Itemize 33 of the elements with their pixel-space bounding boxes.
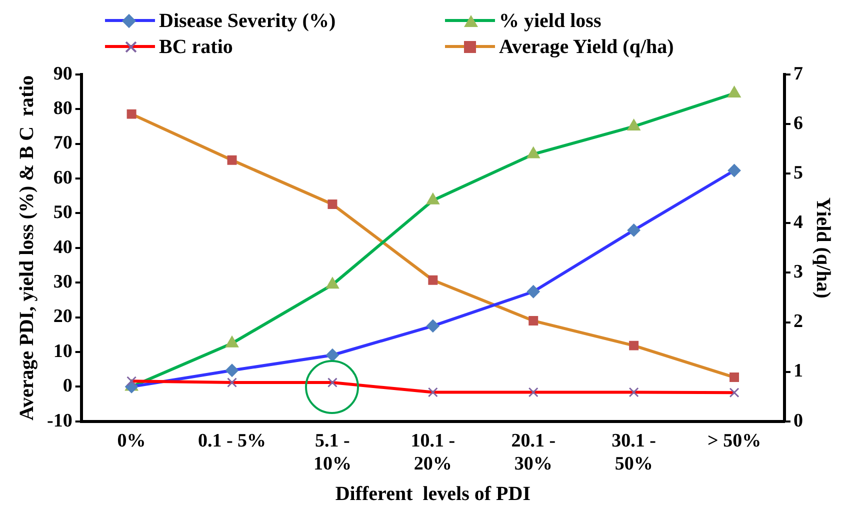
- y-axis-title: Average PDI, yield loss (%) & B C ratio: [16, 75, 38, 420]
- legend-label: Average Yield (q/ha): [499, 35, 674, 59]
- x-axis-title: Different levels of PDI: [335, 483, 531, 506]
- y-tick-label: 10: [53, 340, 72, 362]
- y2-tick-label: 4: [794, 212, 804, 234]
- y-tick-label: 40: [53, 236, 72, 258]
- x-tick-label: 5.1 - 10%: [313, 430, 352, 475]
- y-tick-label: 70: [53, 132, 72, 154]
- legend-label: Disease Severity (%): [159, 9, 336, 33]
- x-tick-label: > 50%: [707, 430, 762, 452]
- y-tick-label: 80: [53, 98, 72, 120]
- y-tick-label: -10: [47, 410, 72, 432]
- y-tick-label: 50: [53, 202, 72, 224]
- y2-tick-label: 2: [794, 311, 803, 332]
- x-tick-label: 30.1 - 50%: [612, 430, 656, 475]
- y-tick-label: 0: [62, 376, 72, 397]
- y2-tick-label: 5: [794, 162, 803, 184]
- y-tick-label: 30: [53, 272, 72, 293]
- y2-tick-label: 7: [794, 63, 804, 84]
- legend-label: % yield loss: [499, 9, 602, 33]
- y2-tick-label: 1: [794, 360, 803, 382]
- y2-tick-label: 3: [794, 262, 803, 283]
- y-tick-label: 20: [53, 306, 72, 328]
- x-tick-label: 0%: [117, 430, 146, 452]
- legend-label: BC ratio: [159, 35, 233, 59]
- y2-tick-label: 0: [794, 410, 803, 432]
- y2-axis-title: Yield (q/ha): [812, 197, 834, 298]
- x-tick-label: 10.1 - 20%: [410, 430, 456, 475]
- x-tick-label: 20.1 - 30%: [511, 430, 556, 475]
- y-tick-label: 60: [53, 167, 72, 188]
- y2-tick-label: 6: [794, 112, 803, 134]
- x-tick-label: 0.1 - 5%: [198, 430, 266, 452]
- y-tick-label: 90: [53, 63, 72, 84]
